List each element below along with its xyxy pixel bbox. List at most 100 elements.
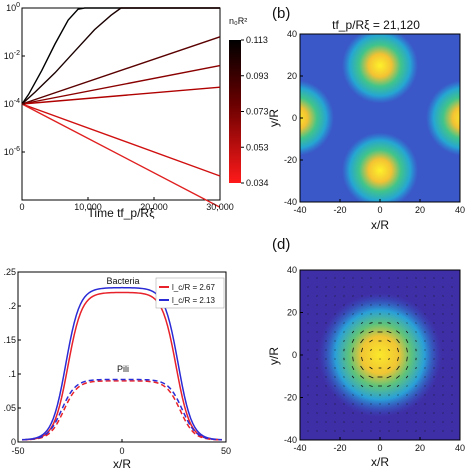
legend-label-1: l_c/R = 2.67 [172, 283, 215, 292]
vector-arrow [433, 277, 435, 279]
vector-arrow [451, 277, 453, 279]
panel-c-xlabel: x/R [113, 457, 131, 471]
vector-arrow [442, 304, 444, 306]
vector-arrow [307, 403, 309, 405]
vector-arrow [307, 304, 309, 306]
vector-arrow [442, 394, 444, 396]
vector-arrow [405, 365, 409, 371]
colorbar-ticks: 0.113 0.093 0.073 0.053 0.034 [241, 35, 269, 188]
vector-arrow [325, 277, 327, 279]
vector-arrow [424, 430, 426, 432]
vector-arrow [442, 421, 444, 423]
vector-arrow [415, 322, 417, 324]
vector-arrow [316, 313, 318, 315]
vector-arrow [387, 339, 391, 343]
vector-arrow [325, 421, 327, 423]
panel-a-ytick-label-3: 10-6 [4, 146, 20, 157]
vector-arrow [316, 394, 318, 396]
vector-arrow [424, 277, 426, 279]
vector-arrow [352, 322, 354, 324]
panel-b-ticks: -40 -20 0 20 40 40 20 0 -20 -40 [284, 29, 465, 215]
panel-c-series-1 [22, 286, 222, 441]
vector-arrow [406, 313, 408, 315]
panel-b: (b) tf_p/Rξ = 21,120 -40 -20 0 20 40 40 20 0 -20… [267, 5, 465, 232]
vector-arrow [415, 313, 417, 315]
panel-b-peak-1 [342, 132, 418, 202]
vector-arrow [360, 330, 364, 334]
panel-b-xtick-label-2: 0 [377, 205, 382, 215]
vector-arrow [343, 412, 345, 414]
vector-arrow [307, 277, 309, 279]
colorbar-tick-label-0: 0.113 [246, 35, 268, 45]
vector-arrow [424, 403, 426, 405]
vector-arrow [442, 412, 444, 414]
panel-b-ytick-label-2: 0 [292, 113, 297, 123]
panel-a-frame [21, 7, 221, 201]
vector-arrow [388, 348, 390, 352]
colorbar-tick-label-1: 0.093 [246, 71, 269, 81]
vector-arrow [396, 322, 400, 324]
vector-arrow [424, 421, 426, 423]
vector-arrow [343, 331, 345, 333]
vector-arrow [386, 330, 392, 334]
vector-arrow [433, 322, 435, 324]
vector-arrow [415, 394, 417, 396]
vector-arrow [387, 366, 391, 370]
vector-arrow [368, 330, 374, 334]
vector-arrow [316, 286, 318, 288]
vector-arrow [351, 375, 355, 379]
vector-arrow [415, 304, 417, 306]
panel-b-ytick-label-4: -40 [284, 197, 297, 207]
panel-c-series-2 [22, 380, 222, 441]
vector-arrow [307, 421, 309, 423]
panel-d-ticks: -40 -20 0 20 40 40 20 0 -20 -40 [284, 265, 465, 453]
vector-arrow [307, 286, 309, 288]
vector-arrow [451, 421, 453, 423]
vector-arrow [343, 385, 345, 387]
panel-a-xlabel: Time tf_p/Rξ [88, 206, 156, 220]
vector-arrow [424, 304, 426, 306]
vector-arrow [451, 403, 453, 405]
panel-b-peak-0 [342, 34, 418, 104]
vector-arrow [406, 394, 408, 396]
vector-arrow [343, 295, 345, 297]
vector-arrow [352, 313, 354, 315]
panel-d-peak-0 [318, 293, 442, 417]
panel-c-ytick-label-4: .05 [3, 403, 16, 413]
vector-arrow [325, 394, 327, 396]
vector-arrow [397, 356, 399, 362]
vector-arrow [351, 330, 355, 334]
vector-arrow [369, 385, 373, 387]
annotation-bacteria: Bacteria [106, 276, 139, 286]
vector-arrow [433, 304, 435, 306]
vector-arrow [325, 286, 327, 288]
vector-arrow [316, 412, 318, 414]
panel-a-series-5 [21, 103, 221, 177]
panel-a-series-3 [21, 64, 221, 105]
panel-d: (d) -40 -20 0 20 40 40 20 0 -20 -40 x/R y/R [267, 236, 465, 469]
vector-arrow [334, 403, 336, 405]
panel-a-xtick-label-1: 10,000 [74, 202, 102, 212]
vector-arrow [396, 365, 400, 371]
panel-b-map [300, 34, 460, 202]
vector-arrow [442, 295, 444, 297]
vector-arrow [424, 286, 426, 288]
vector-arrow [424, 313, 426, 315]
vector-arrow [415, 367, 417, 369]
vector-arrow [334, 412, 336, 414]
panel-a-ticks: 0 10,000 20,000 30,000 100 10-2 10-4 10-6 [4, 2, 234, 212]
panel-a-xtick-label-0: 0 [19, 202, 24, 212]
panel-b-xlabel: x/R [371, 218, 389, 232]
vector-arrow [316, 430, 318, 432]
vector-arrow [442, 313, 444, 315]
vector-arrow [343, 313, 345, 315]
vector-arrow [424, 412, 426, 414]
vector-arrow [395, 375, 401, 379]
panel-d-xlabel: x/R [371, 455, 389, 469]
panel-a-ytick-label-1: 10-2 [4, 50, 20, 61]
vector-arrow [433, 403, 435, 405]
vector-arrow [352, 356, 354, 362]
vector-arrow [415, 295, 417, 297]
vector-arrow [343, 340, 345, 342]
vector-arrow [360, 385, 364, 387]
